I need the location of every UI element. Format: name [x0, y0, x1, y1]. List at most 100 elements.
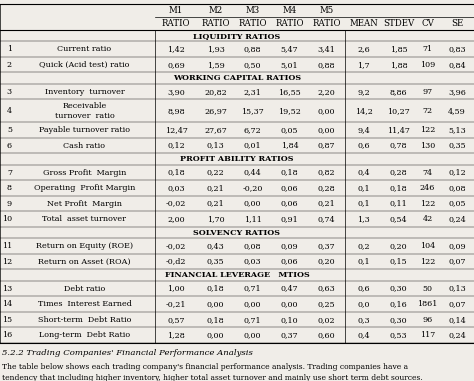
Text: 0,88: 0,88 [318, 61, 335, 69]
Text: RATIO: RATIO [312, 19, 341, 28]
Text: 0,4: 0,4 [357, 168, 370, 176]
Text: M5: M5 [319, 6, 334, 15]
Text: 0,14: 0,14 [448, 316, 466, 324]
Text: 0,00: 0,00 [318, 107, 335, 115]
Text: 7: 7 [7, 168, 12, 176]
Text: 5,13: 5,13 [448, 126, 466, 134]
Text: Receivable
turnover  ratio: Receivable turnover ratio [55, 102, 114, 120]
Text: 0,43: 0,43 [207, 242, 224, 250]
Text: -0,02: -0,02 [166, 242, 186, 250]
Text: 3,41: 3,41 [318, 45, 336, 53]
Text: CV: CV [421, 19, 434, 28]
Text: 16,55: 16,55 [278, 88, 301, 96]
Text: 0,11: 0,11 [390, 200, 407, 208]
Text: 0,09: 0,09 [281, 242, 298, 250]
Text: 26,97: 26,97 [204, 107, 227, 115]
Text: M2: M2 [209, 6, 223, 15]
Text: RATIO: RATIO [238, 19, 267, 28]
Text: 0,28: 0,28 [318, 184, 335, 192]
Text: 0,18: 0,18 [390, 184, 407, 192]
Text: 10: 10 [2, 215, 12, 223]
Text: 0,74: 0,74 [318, 215, 335, 223]
Text: 0,00: 0,00 [244, 200, 261, 208]
Text: 50: 50 [422, 285, 432, 293]
Text: Long-term  Debt Ratio: Long-term Debt Ratio [39, 331, 130, 339]
Text: 2,6: 2,6 [357, 45, 370, 53]
Text: 3: 3 [7, 88, 12, 96]
Text: 0,28: 0,28 [390, 168, 407, 176]
Text: 0,71: 0,71 [244, 285, 261, 293]
Text: 1,42: 1,42 [167, 45, 185, 53]
Text: 0,02: 0,02 [318, 316, 335, 324]
Text: 0,71: 0,71 [244, 316, 261, 324]
Text: 9: 9 [7, 200, 12, 208]
Text: Current ratio: Current ratio [57, 45, 111, 53]
Text: 0,6: 0,6 [357, 285, 370, 293]
Text: 0,37: 0,37 [318, 242, 335, 250]
Text: 0,06: 0,06 [281, 184, 298, 192]
Text: 0,87: 0,87 [318, 142, 335, 150]
Text: 8,98: 8,98 [167, 107, 185, 115]
Text: 0,4: 0,4 [357, 331, 370, 339]
Text: M1: M1 [169, 6, 183, 15]
Text: 0,21: 0,21 [318, 200, 336, 208]
Text: STDEV: STDEV [383, 19, 414, 28]
Text: 0,63: 0,63 [318, 285, 336, 293]
Text: Times  Interest Earned: Times Interest Earned [37, 300, 131, 308]
Text: 0,1: 0,1 [357, 184, 370, 192]
Text: 0,05: 0,05 [281, 126, 298, 134]
Text: 0,16: 0,16 [390, 300, 407, 308]
Text: 1,3: 1,3 [357, 215, 370, 223]
Text: 13: 13 [2, 285, 12, 293]
Text: 0,53: 0,53 [390, 331, 407, 339]
Text: 0,20: 0,20 [390, 242, 407, 250]
Text: 0,07: 0,07 [448, 300, 466, 308]
Text: Return on Asset (ROA): Return on Asset (ROA) [38, 258, 131, 266]
Text: 0,2: 0,2 [357, 242, 370, 250]
Text: 8: 8 [7, 184, 12, 192]
Text: 0,01: 0,01 [244, 142, 261, 150]
Text: 5,01: 5,01 [281, 61, 298, 69]
Text: 0,00: 0,00 [207, 331, 224, 339]
Text: RATIO: RATIO [162, 19, 190, 28]
Text: WORKING CAPITAL RATIOS: WORKING CAPITAL RATIOS [173, 74, 301, 82]
Text: 1,84: 1,84 [281, 142, 298, 150]
Text: 12,47: 12,47 [164, 126, 187, 134]
Text: 0,00: 0,00 [244, 300, 261, 308]
Text: RATIO: RATIO [275, 19, 304, 28]
Text: 0,91: 0,91 [281, 215, 298, 223]
Text: 0,24: 0,24 [448, 331, 466, 339]
Text: 0,12: 0,12 [167, 142, 185, 150]
Text: 14: 14 [2, 300, 12, 308]
Text: 0,44: 0,44 [244, 168, 261, 176]
Text: 0,21: 0,21 [207, 200, 224, 208]
Text: 122: 122 [420, 200, 435, 208]
Text: 0,20: 0,20 [318, 258, 335, 266]
Text: 4: 4 [7, 107, 12, 115]
Text: 16: 16 [2, 331, 12, 339]
Text: Return on Equity (ROE): Return on Equity (ROE) [36, 242, 133, 250]
Text: 0,18: 0,18 [207, 316, 224, 324]
Text: 0,21: 0,21 [207, 184, 224, 192]
Text: 0,12: 0,12 [448, 168, 466, 176]
Text: PROFIT ABILITY RATIOS: PROFIT ABILITY RATIOS [180, 155, 294, 163]
Text: M4: M4 [283, 6, 297, 15]
Text: 0,18: 0,18 [167, 168, 185, 176]
Text: 96: 96 [422, 316, 433, 324]
Text: 0,05: 0,05 [448, 200, 466, 208]
Text: 9,2: 9,2 [357, 88, 370, 96]
Text: 0,15: 0,15 [390, 258, 407, 266]
Text: 15,37: 15,37 [241, 107, 264, 115]
Text: 0,00: 0,00 [244, 331, 261, 339]
Text: M3: M3 [246, 6, 260, 15]
Text: Inventory  turnover: Inventory turnover [45, 88, 124, 96]
Text: 0,6: 0,6 [357, 142, 370, 150]
Text: 0,18: 0,18 [281, 168, 298, 176]
Text: 0,30: 0,30 [390, 316, 407, 324]
Text: 0,10: 0,10 [281, 316, 298, 324]
Text: 2: 2 [7, 61, 12, 69]
Text: 130: 130 [420, 142, 435, 150]
Text: 0,13: 0,13 [207, 142, 224, 150]
Text: 20,82: 20,82 [204, 88, 227, 96]
Text: -0,21: -0,21 [166, 300, 186, 308]
